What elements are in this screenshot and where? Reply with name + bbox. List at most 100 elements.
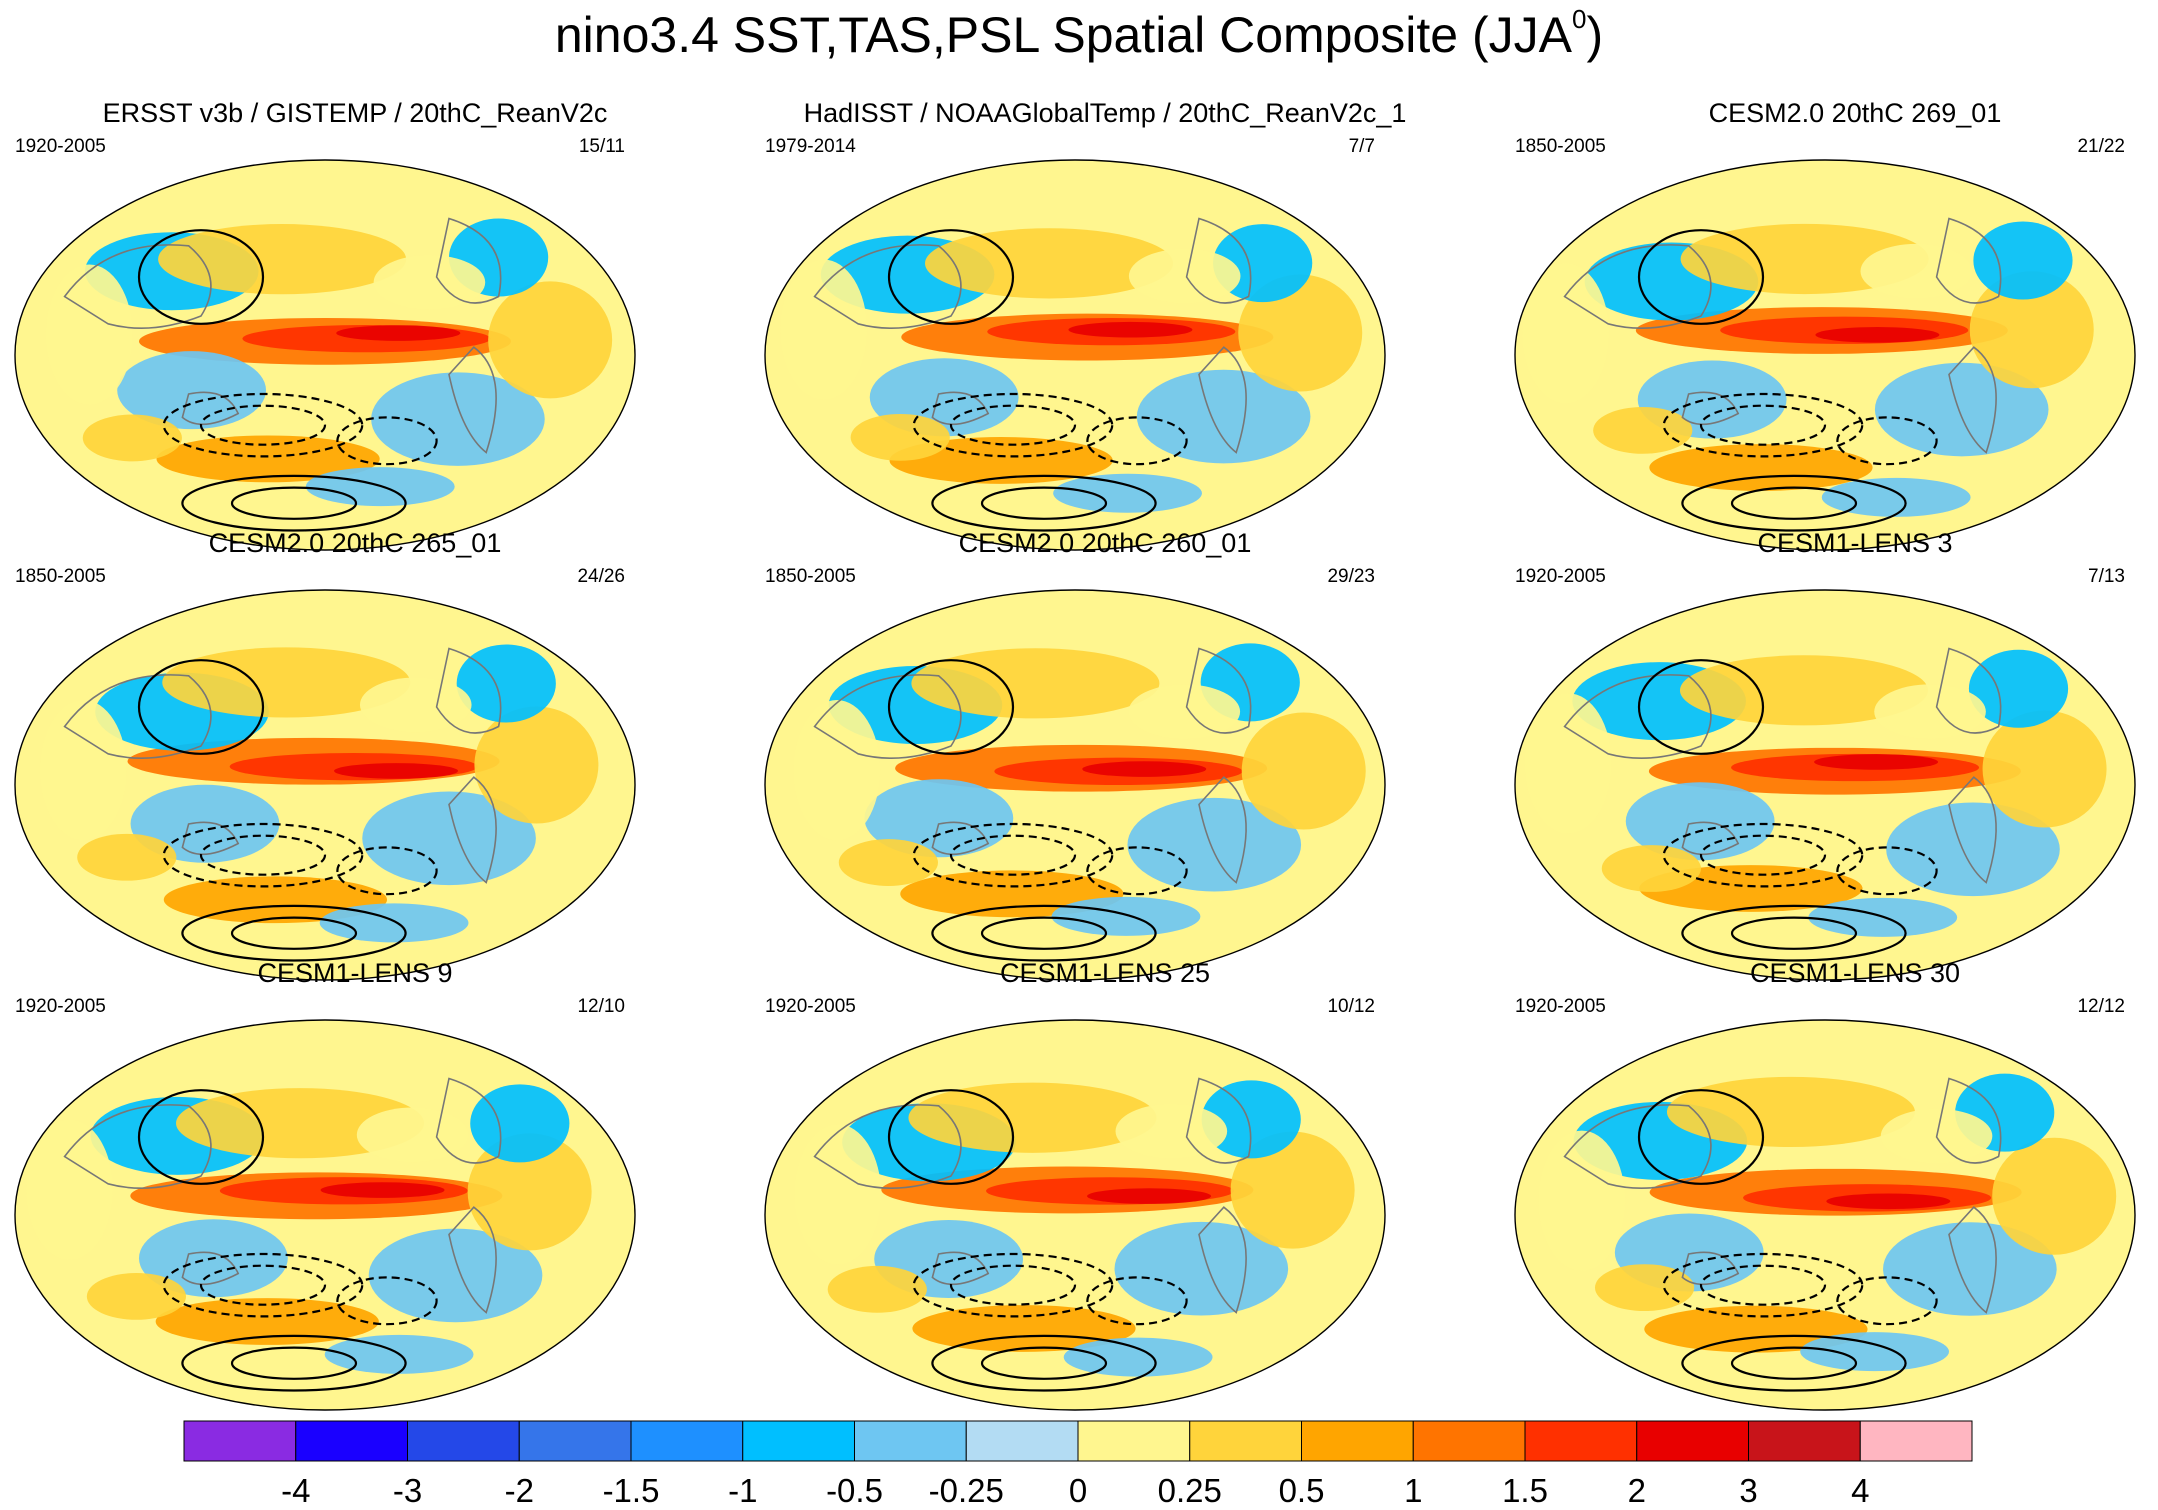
map-frame <box>764 589 1386 981</box>
continent-outline <box>813 1104 962 1189</box>
map-panel: CESM1-LENS 3 1920-2005 7/13 <box>1505 528 2158 981</box>
psl-contour <box>1699 404 1827 446</box>
panel-count: 29/23 <box>1327 566 1375 587</box>
continent-outline <box>1948 1206 1997 1314</box>
panel-title: CESM2.0 20thC 260_01 <box>958 528 1252 558</box>
chart-title-superscript: 0 <box>1572 4 1587 35</box>
panel-years: 1850-2005 <box>1515 136 1606 157</box>
psl-contour <box>1730 916 1858 950</box>
continent-outline <box>181 1251 240 1286</box>
continent-outline <box>1563 674 1712 759</box>
colorbar-tick-label: 3 <box>1739 1472 1758 1509</box>
map-panel: CESM2.0 20thC 265_01 1850-2005 24/26 <box>5 528 705 981</box>
anomaly-region <box>371 372 545 466</box>
anomaly-region <box>1522 263 1610 404</box>
psl-contour <box>949 834 1077 876</box>
anomaly-region <box>1063 1337 1213 1377</box>
panel-count: 7/7 <box>1348 136 1375 157</box>
continent-outline <box>1198 1206 1247 1314</box>
map-plot <box>764 1019 1386 1411</box>
panel-years: 1920-2005 <box>765 996 856 1017</box>
anomaly-region <box>1969 271 2094 389</box>
anomaly-region <box>86 1273 187 1320</box>
psl-contour <box>912 1252 1114 1318</box>
anomaly-region <box>26 1119 113 1260</box>
psl-contour <box>931 1334 1157 1392</box>
colorbar-box <box>1412 1420 1526 1462</box>
psl-contour <box>1836 846 1938 896</box>
anomaly-region <box>162 647 411 718</box>
anomaly-region <box>130 784 280 863</box>
anomaly-region <box>368 1228 543 1323</box>
map-frame <box>1514 159 2136 551</box>
psl-contour <box>1662 1252 1864 1318</box>
psl-contour <box>887 229 1015 325</box>
psl-contour <box>1662 822 1864 888</box>
continent-outline <box>181 821 240 856</box>
continent-outline <box>448 1206 497 1314</box>
continent-outline <box>1198 346 1247 454</box>
panel-years: 1920-2005 <box>1515 566 1606 587</box>
panel-years: 1920-2005 <box>1515 996 1606 1017</box>
chart-title: nino3.4 SST,TAS,PSL Spatial Composite (J… <box>0 4 2158 64</box>
anomaly-region <box>1051 896 1201 936</box>
panel-years: 1979-2014 <box>765 136 856 157</box>
anomaly-region <box>1593 406 1693 454</box>
panel-years: 1920-2005 <box>15 996 106 1017</box>
anomaly-region <box>1883 1222 2057 1316</box>
continent-outline <box>181 391 240 426</box>
anomaly-region <box>336 325 461 341</box>
colorbar-tick-label: -3 <box>392 1472 423 1509</box>
psl-contour <box>336 846 438 896</box>
continent-outline <box>1185 647 1252 734</box>
panel-count: 10/12 <box>1327 996 1375 1017</box>
anomaly-region <box>1068 321 1193 338</box>
panel-title: CESM1-LENS 25 <box>999 958 1211 988</box>
psl-contour <box>931 904 1157 962</box>
anomaly-region <box>1136 369 1311 464</box>
psl-contour <box>230 916 358 950</box>
anomaly-region <box>45 264 133 405</box>
continent-outline <box>1681 391 1740 426</box>
psl-contour <box>199 834 327 876</box>
continent-outline <box>1198 776 1247 884</box>
psl-contour <box>1730 1346 1858 1380</box>
map-frame <box>1514 589 2136 981</box>
anomaly-region <box>39 699 127 841</box>
anomaly-region <box>474 706 599 824</box>
continent-outline <box>63 1104 212 1189</box>
chart-title-text: nino3.4 SST,TAS,PSL Spatial Composite (J… <box>554 7 1572 63</box>
map-panel: CESM2.0 20thC 269_01 1850-2005 21/22 <box>1505 98 2158 551</box>
anomaly-region <box>1238 274 1363 392</box>
colorbar-tick-label: 1 <box>1404 1472 1423 1509</box>
panel-years: 1850-2005 <box>765 566 856 587</box>
map-plot <box>764 589 1386 981</box>
anomaly-region <box>1053 473 1202 513</box>
psl-contour <box>912 392 1114 458</box>
psl-contour <box>137 229 265 325</box>
continent-outline <box>435 1077 502 1164</box>
continent-outline <box>1948 776 1997 884</box>
continent-outline <box>435 647 502 734</box>
psl-contour <box>980 916 1108 950</box>
colorbar-box <box>1859 1420 1973 1462</box>
continent-outline <box>448 776 497 884</box>
anomaly-region <box>1800 1332 1950 1372</box>
continent-outline <box>813 244 962 329</box>
colorbar-box <box>965 1420 1079 1462</box>
anomaly-region <box>1082 761 1207 777</box>
anomaly-region <box>373 255 486 310</box>
anomaly-region <box>456 644 556 723</box>
psl-contour <box>137 1089 265 1185</box>
continent-outline <box>931 391 990 426</box>
panel-title: ERSST v3b / GISTEMP / 20thC_ReanV2c <box>102 98 608 128</box>
anomaly-region <box>470 1084 570 1163</box>
continent-outline <box>931 1251 990 1286</box>
continent-outline <box>1681 821 1740 856</box>
continent-outline <box>1935 1077 2002 1164</box>
anomaly-region <box>1886 802 2060 897</box>
map-plot <box>1514 1019 2136 1411</box>
panel-years: 1850-2005 <box>15 566 106 587</box>
panel-title: CESM1-LENS 3 <box>1757 528 1953 558</box>
colorbar-tick-label: 0 <box>1068 1472 1088 1509</box>
